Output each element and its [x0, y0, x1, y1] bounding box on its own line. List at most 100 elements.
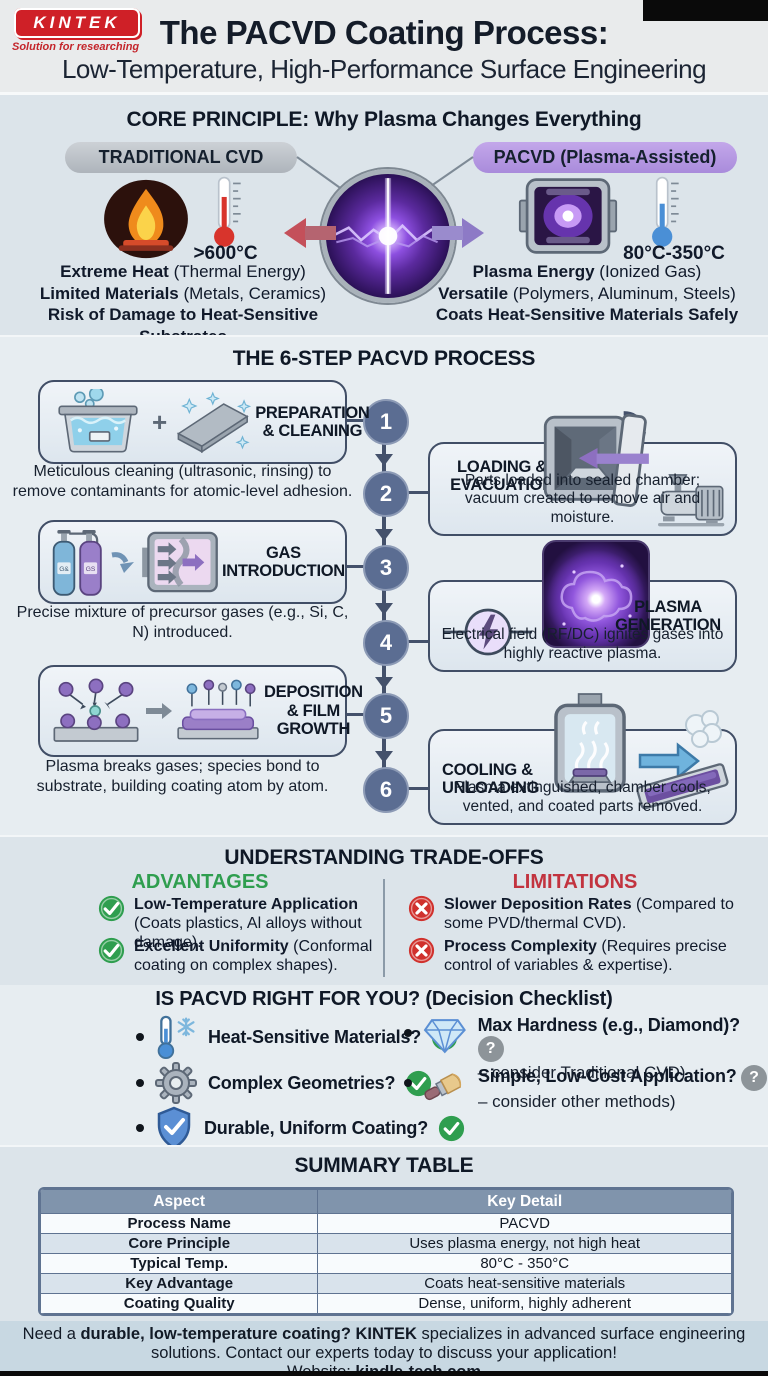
bullet-icon — [404, 1079, 412, 1087]
traditional-point: Limited Materials (Metals, Ceramics) — [39, 283, 327, 303]
step-number-3: 3 — [363, 545, 409, 591]
top-right-black-bar — [643, 0, 768, 21]
pacvd-point: Versatile (Polymers, Aluminum, Steels) — [438, 283, 736, 303]
pacvd-pill-label: PACVD (Plasma-Assisted) — [493, 147, 717, 167]
timeline-connector — [403, 787, 428, 790]
flow-arrow-icon — [111, 552, 134, 573]
thermometer-snowflake-icon — [157, 1015, 195, 1059]
step6-desc: Plasma extinguished, chamber cools, vent… — [454, 779, 711, 815]
step-number-2: 2 — [363, 471, 409, 517]
coated-part-icon — [636, 763, 729, 810]
limitations-heading: LIMITATIONS — [512, 871, 638, 893]
timeline-connector — [343, 565, 365, 568]
checklist-item-text: Max Hardness (e.g., Diamond)? ? – consid… — [477, 1015, 768, 1083]
shield-check-icon — [157, 1106, 191, 1150]
electrical-field-icon — [444, 608, 532, 656]
limitation-item: Process Complexity (Requires precise con… — [408, 937, 738, 975]
arrow-left-red-icon — [284, 218, 336, 248]
advantage-item: Excellent Uniformity (Conformal coating … — [98, 937, 376, 975]
gas-cylinders-icon: G& GS — [52, 529, 102, 596]
clean-substrate-icon — [177, 391, 252, 453]
step3-title: GAS INTRODUCTION — [222, 543, 345, 580]
limitation-text: Process Complexity (Requires precise con… — [444, 938, 727, 974]
step1-title: PREPARATION & CLEANING — [255, 403, 370, 440]
svg-text:GS: GS — [86, 566, 96, 573]
table-header-key-detail: Key Detail — [317, 1189, 732, 1214]
kintek-logo: KINTEK — [14, 8, 140, 38]
vacuum-pump-icon — [658, 474, 725, 527]
timeline-arrow-down-icon — [375, 529, 393, 541]
traditional-point: Extreme Heat (Thermal Energy) — [60, 262, 306, 281]
checklist-item: Simple, Low-Cost Application? ? – consid… — [404, 1065, 767, 1112]
timeline-connector — [343, 713, 365, 716]
checklist-section: IS PACVD RIGHT FOR YOU? (Decision Checkl… — [0, 985, 768, 1150]
advantage-item: Low-Temperature Application (Coats plast… — [98, 895, 376, 952]
footer-line-1: Need a durable, low-temperature coating?… — [22, 1325, 746, 1343]
checklist-item-label: Complex Geometries? — [208, 1072, 396, 1093]
limitation-item: Slower Deposition Rates (Compared to som… — [408, 895, 738, 933]
step-card-gas: G& GS — [38, 520, 347, 604]
svg-text:G&: G& — [59, 566, 69, 573]
ultrasonic-bath-icon — [58, 389, 138, 453]
gear-icon — [155, 1062, 197, 1104]
tradeoffs-section: UNDERSTANDING TRADE-OFFS ADVANTAGES Low-… — [0, 835, 768, 987]
traditional-cvd-pill-label: TRADITIONAL CVD — [98, 147, 264, 167]
tradeoffs-title: UNDERSTANDING TRADE-OFFS — [224, 846, 544, 869]
checklist-item-text: Simple, Low-Cost Application? ? – consid… — [478, 1065, 767, 1112]
table-cell-aspect: Core Principle — [40, 1233, 319, 1254]
advantage-text: Excellent Uniformity (Conformal coating … — [134, 938, 373, 974]
table-cell-detail: Coats heat-sensitive materials — [317, 1273, 732, 1294]
question-badge-icon: ? — [477, 1036, 504, 1062]
checklist-item-label: Durable, Uniform Coating? — [204, 1117, 428, 1138]
pacvd-pill: PACVD (Plasma-Assisted) — [473, 142, 737, 173]
step-number-6: 6 — [363, 767, 409, 813]
thermometer-cool-icon — [652, 176, 679, 247]
arrow-right-icon — [146, 703, 172, 719]
vacuum-chamber-door-icon — [543, 411, 649, 507]
bottom-black-bar — [0, 1371, 768, 1376]
step6-title: COOLING & UNLOADING — [442, 761, 540, 798]
process-title: THE 6-STEP PACVD PROCESS — [232, 347, 536, 370]
table-cell-aspect: Typical Temp. — [40, 1253, 319, 1274]
plasma-cloud-icon — [542, 540, 650, 648]
pacvd-points: Plasma Energy (Ionized Gas) Versatile (P… — [412, 261, 762, 326]
film-growth-icon — [177, 679, 259, 740]
table-cell-aspect: Process Name — [40, 1213, 319, 1234]
header: KINTEK Solution for researching The PACV… — [0, 0, 768, 95]
step-number-4: 4 — [363, 620, 409, 666]
plus-glyph: + — [152, 406, 168, 437]
step2-title: LOADING & EVACUATION — [450, 458, 554, 495]
bullet-icon — [136, 1033, 144, 1041]
process-section: THE 6-STEP PACVD PROCESS 1 2 3 4 5 6 — [0, 335, 768, 837]
step-card-loading: LOADING & EVACUATION — [428, 411, 737, 536]
diamond-icon — [423, 1019, 466, 1054]
step4-title: PLASMA GENERATION — [615, 598, 721, 635]
check-circle-icon — [98, 937, 125, 964]
table-cell-detail: 80°C - 350°C — [317, 1253, 732, 1274]
logo-tagline: Solution for researching — [12, 41, 140, 53]
checklist-item-note: – consider other methods) — [478, 1092, 676, 1111]
table-header-row: Aspect Key Detail — [40, 1189, 732, 1214]
step5-caption: Plasma breaks gases; species bond to sub… — [36, 758, 329, 795]
header-divider — [0, 92, 768, 95]
checklist-item-label: Simple, Low-Cost Application? — [478, 1066, 737, 1087]
bullet-icon — [136, 1079, 144, 1087]
traditional-cvd-pill: TRADITIONAL CVD — [65, 142, 297, 173]
table-row: Process Name PACVD — [40, 1213, 732, 1234]
table-row: Coating Quality Dense, uniform, highly a… — [40, 1293, 732, 1314]
timeline-arrow-down-icon — [375, 677, 393, 689]
checklist-item: Heat-Sensitive Materials? — [136, 1013, 458, 1061]
timeline-arrow-down-icon — [375, 751, 393, 763]
table-row: Typical Temp. 80°C - 350°C — [40, 1253, 732, 1274]
table-header-aspect: Aspect — [40, 1189, 319, 1214]
advantage-text: Low-Temperature Application (Coats plast… — [134, 896, 362, 951]
pacvd-point: Plasma Energy (Ionized Gas) — [472, 262, 702, 281]
column-divider — [383, 879, 385, 977]
checklist-item-note: – consider Traditional CVD) — [477, 1063, 686, 1082]
bullet-icon — [136, 1124, 144, 1132]
core-principle-title: CORE PRINCIPLE: Why Plasma Changes Every… — [126, 108, 642, 131]
plasma-lightning-icon — [331, 178, 445, 294]
gas-chamber-icon — [142, 531, 218, 593]
check-circle-icon — [98, 895, 125, 922]
step-card-deposition: DEPOSITION & FILM GROWTH — [38, 665, 363, 757]
